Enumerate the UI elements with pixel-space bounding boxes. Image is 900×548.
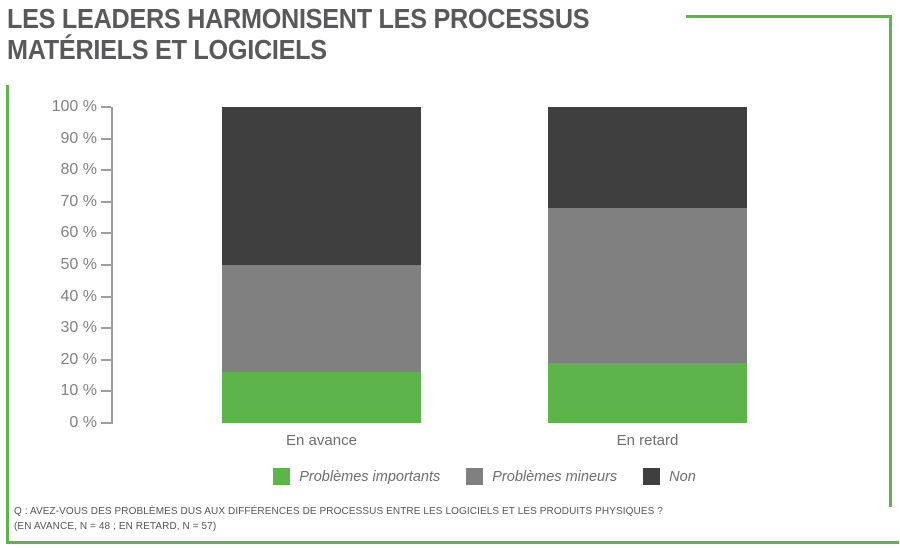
legend-item: Non xyxy=(643,468,696,485)
y-axis-tick xyxy=(101,169,111,172)
x-axis-category-label: En retard xyxy=(616,432,679,449)
y-axis-tick-label: 100 % xyxy=(51,98,97,115)
chart-legend: Problèmes importants Problèmes mineurs Non xyxy=(112,468,857,485)
bar-segment xyxy=(548,208,747,363)
page-title: LES LEADERS HARMONISENT LES PROCESSUS MA… xyxy=(7,3,590,65)
y-axis-tick xyxy=(101,422,111,424)
bar-segment xyxy=(548,362,747,423)
y-axis-tick xyxy=(101,137,111,140)
stacked-bar-en-avance xyxy=(222,107,421,423)
x-axis-category-label: En avance xyxy=(286,432,357,449)
legend-swatch-icon xyxy=(273,468,291,485)
y-axis-tick xyxy=(101,358,111,361)
legend-label: Problèmes importants xyxy=(299,468,441,485)
y-axis-tick-label: 0 % xyxy=(69,414,97,431)
y-axis-tick-label: 40 % xyxy=(60,287,97,305)
footnote-question: Q : AVEZ-VOUS DES PROBLÈMES DUS AUX DIFF… xyxy=(14,506,663,517)
y-axis-tick xyxy=(101,106,111,108)
bar-segment xyxy=(222,372,421,423)
y-axis-tick xyxy=(101,327,111,330)
bar-segment xyxy=(222,265,421,373)
y-axis-tick-label: 10 % xyxy=(60,382,97,400)
legend-label: Problèmes mineurs xyxy=(492,468,618,485)
y-axis-tick xyxy=(101,390,111,393)
frame-line-bottom xyxy=(6,541,899,544)
y-axis-tick-label: 20 % xyxy=(60,350,97,368)
y-axis-line xyxy=(111,107,113,424)
y-axis-tick xyxy=(101,264,111,266)
bar-segment xyxy=(222,107,421,265)
footnote-sample-sizes: (EN AVANCE, N = 48 ; EN RETARD, N = 57) xyxy=(14,521,217,532)
y-axis-tick xyxy=(101,200,111,203)
stacked-bar-en-retard xyxy=(548,107,747,423)
y-axis-tick-label: 50 % xyxy=(60,256,97,273)
y-axis-tick xyxy=(101,232,111,235)
y-axis-tick-label: 30 % xyxy=(60,319,97,337)
frame-line-top-right xyxy=(686,15,892,18)
page-title-line-1: LES LEADERS HARMONISENT LES PROCESSUS xyxy=(7,3,590,34)
y-axis-tick-label: 80 % xyxy=(60,161,97,179)
frame-line-right xyxy=(889,15,892,507)
legend-swatch-icon xyxy=(466,468,484,485)
y-axis-tick-label: 90 % xyxy=(60,129,97,147)
y-axis-tick xyxy=(101,295,111,298)
footnote: Q : AVEZ-VOUS DES PROBLÈMES DUS AUX DIFF… xyxy=(14,504,663,534)
legend-swatch-icon xyxy=(643,468,661,485)
y-axis-tick-label: 70 % xyxy=(60,192,97,210)
y-axis-tick-label: 60 % xyxy=(60,224,97,242)
frame-line-left xyxy=(6,85,9,544)
bar-segment xyxy=(548,107,747,209)
page-title-line-2: MATÉRIELS ET LOGICIELS xyxy=(7,34,327,65)
legend-label: Non xyxy=(669,468,696,485)
legend-item: Problèmes mineurs xyxy=(466,468,617,485)
legend-item: Problèmes importants xyxy=(273,468,440,485)
